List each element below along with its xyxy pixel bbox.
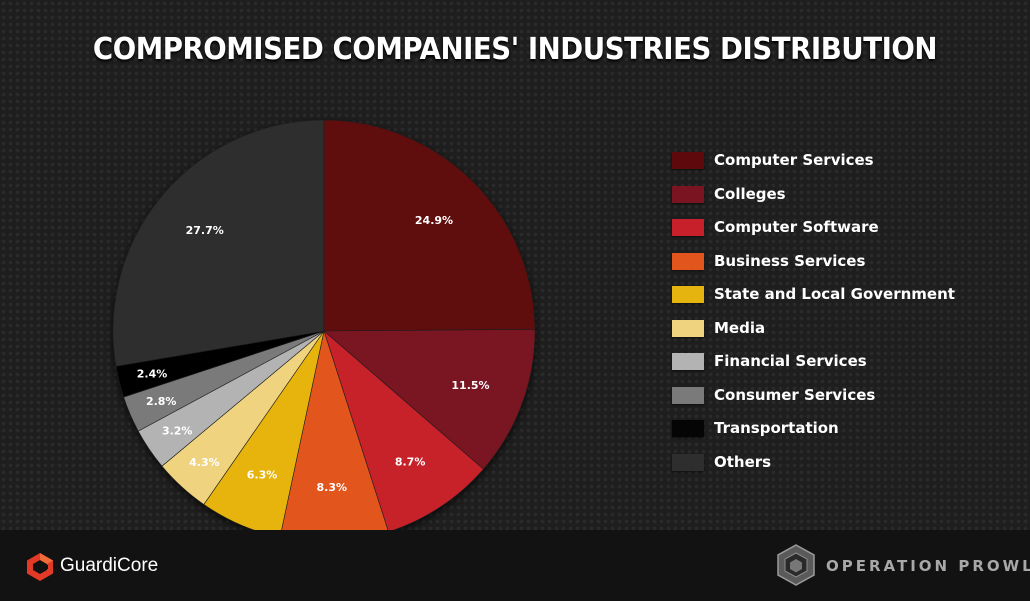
pie-value-label: 4.3%	[189, 456, 220, 469]
legend-label: Business Services	[714, 251, 866, 270]
legend-label: State and Local Government	[714, 285, 955, 303]
legend-label: Transportation	[714, 419, 839, 437]
legend-label: Media	[714, 318, 766, 337]
guardicore-logo-icon	[27, 553, 53, 581]
pie-value-label: 6.3%	[247, 468, 278, 481]
legend-swatch	[672, 152, 704, 169]
pie-value-label: 24.9%	[415, 214, 453, 227]
pie-slice-others	[112, 119, 325, 367]
legend-swatch	[672, 185, 704, 203]
legend-label: Colleges	[714, 184, 786, 203]
legend-label: Computer Services	[714, 151, 874, 169]
legend-label: Consumer Services	[714, 385, 876, 404]
prowli-logo-icon	[777, 544, 815, 586]
legend-label: Financial Services	[714, 352, 867, 370]
legend-swatch	[672, 420, 704, 437]
pie-value-label: 8.3%	[317, 481, 348, 494]
legend-label: Computer Software	[714, 218, 879, 236]
legend-swatch	[672, 353, 704, 370]
guardicore-brand-text: GuardiCore	[60, 555, 159, 576]
pie-value-label: 2.4%	[137, 368, 168, 381]
pie-slices	[112, 119, 536, 543]
pie-value-label: 2.8%	[146, 395, 177, 408]
pie-slice-computer-services	[323, 119, 536, 332]
legend-swatch	[672, 386, 704, 404]
legend-swatch	[672, 286, 704, 303]
legend-swatch	[672, 252, 704, 270]
chart-title: COMPROMISED COMPANIES' INDUSTRIES DISTRI…	[92, 32, 938, 67]
legend-swatch	[672, 453, 704, 471]
prowli-brand-text: OPERATION PROWLI	[826, 557, 1030, 575]
pie-value-labels: 24.9% 11.5% 8.7% 8.3% 6.3% 4.3% 3.2% 2.8% 2.4% 27…	[137, 214, 490, 494]
pie-value-label: 8.7%	[395, 455, 426, 468]
legend-swatch	[672, 319, 704, 337]
pie-slice-colleges	[323, 329, 536, 470]
pie-value-label: 3.2%	[162, 424, 193, 437]
pie-value-label: 27.7%	[186, 224, 224, 237]
legend-label: Others	[714, 452, 772, 471]
legend-swatch	[672, 219, 704, 236]
footer: GuardiCore OPERATION PROWLI	[0, 530, 1030, 601]
pie-value-label: 11.5%	[451, 379, 489, 392]
